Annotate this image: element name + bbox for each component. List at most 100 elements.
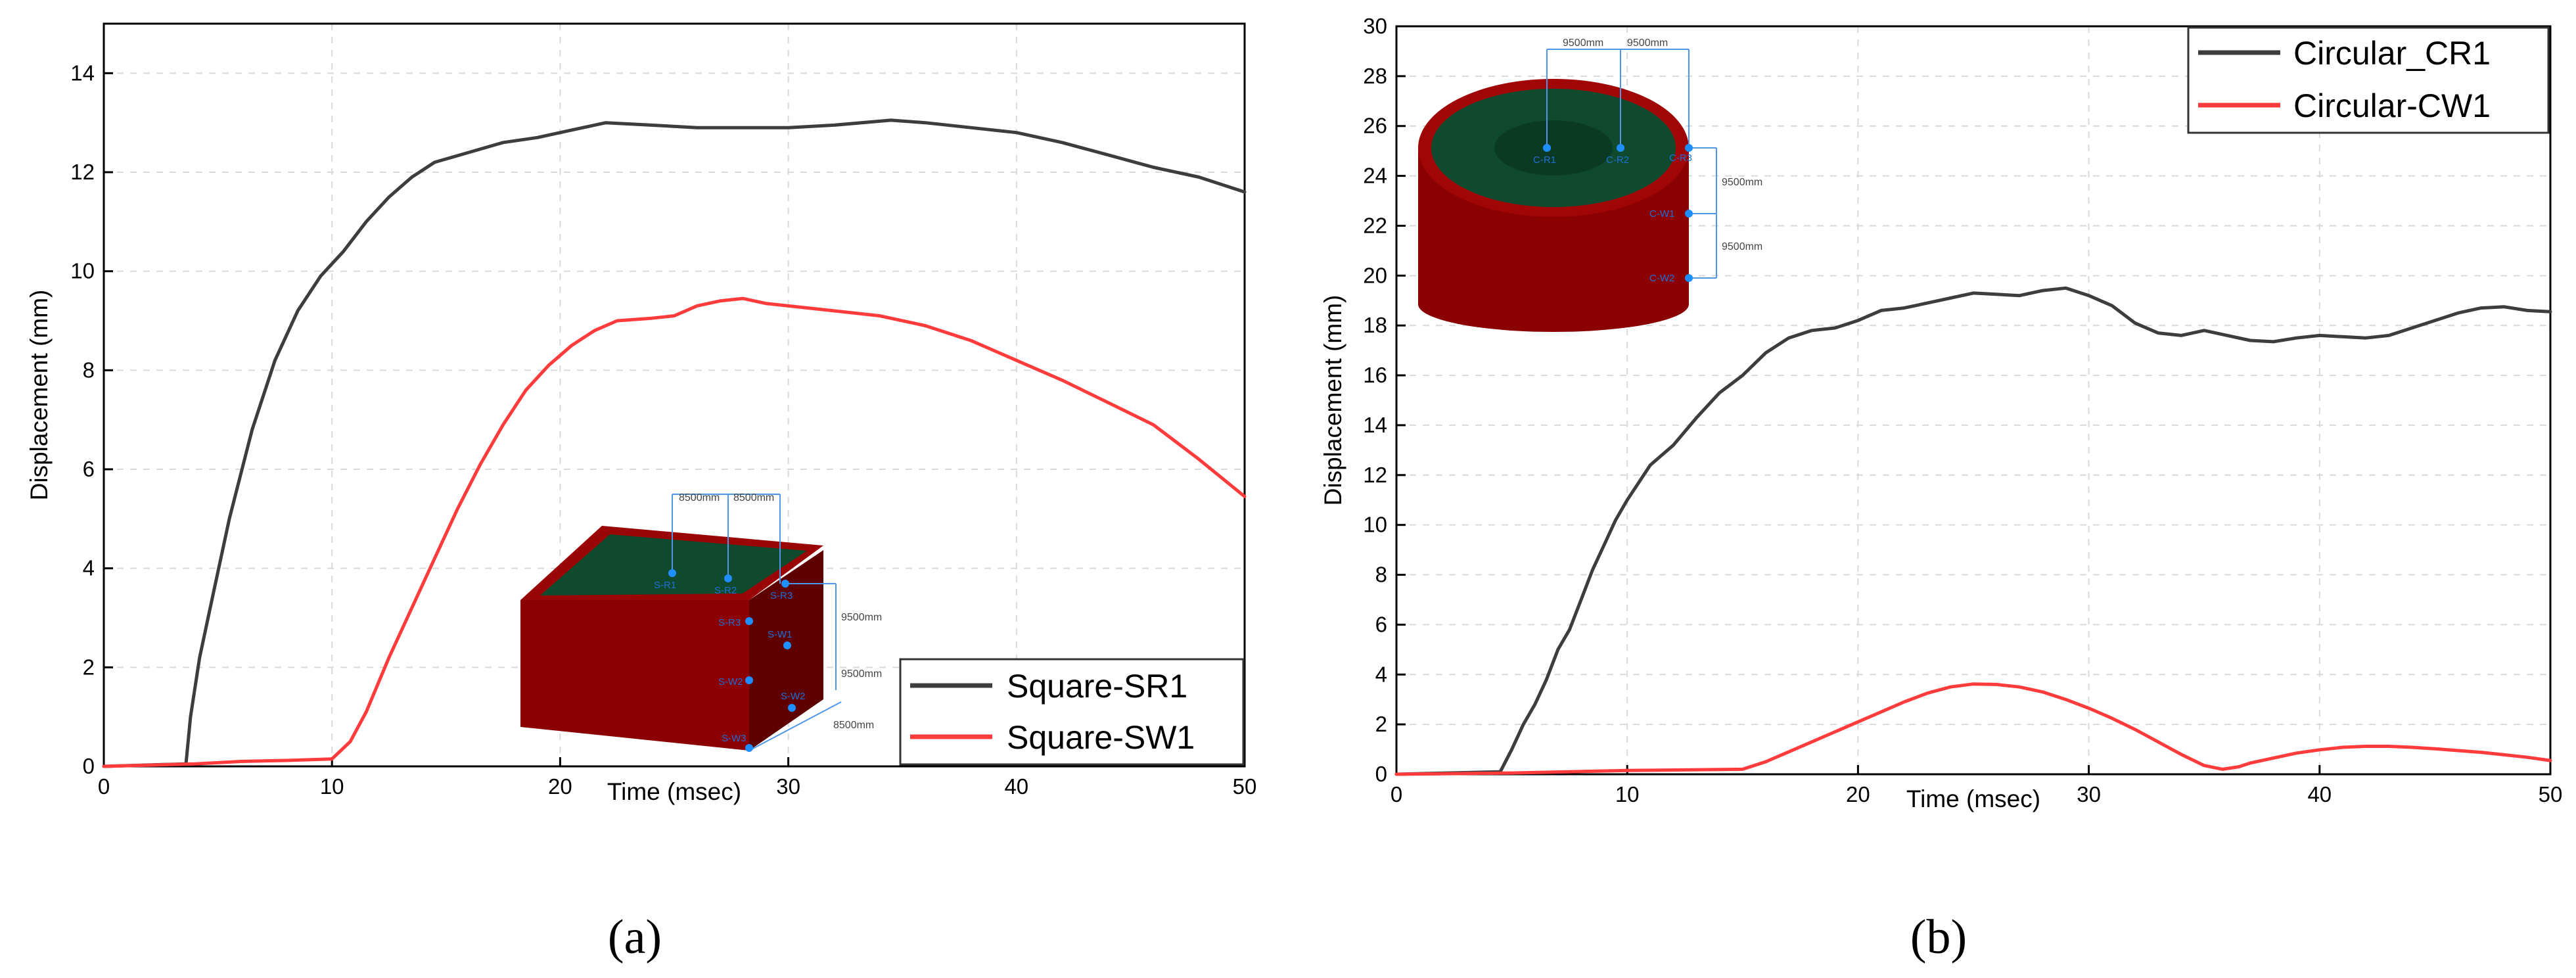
- y-tick-label: 4: [83, 556, 95, 580]
- y-tick-label: 6: [1375, 612, 1387, 636]
- x-tick-label: 50: [2539, 782, 2563, 806]
- inset-dimension-label: 9500mm: [841, 612, 882, 623]
- chart-a: 0 2 4 6 8 10 12 14 0 10 20 30 40 50 Time (msec) Displ…: [26, 22, 1257, 964]
- inset-point-label: S-R2: [714, 585, 737, 596]
- y-tick-label: 30: [1363, 14, 1387, 38]
- sensor-marker: [783, 641, 791, 649]
- y-tick-label: 26: [1363, 114, 1387, 138]
- sensor-marker: [745, 676, 753, 684]
- x-tick-label: 30: [776, 774, 800, 799]
- legend-label-square-sr1: Square-SR1: [1007, 668, 1187, 705]
- y-tick-label: 12: [1363, 463, 1387, 487]
- series-line-circular-cr1: [1394, 286, 2552, 776]
- sensor-marker: [1617, 144, 1624, 152]
- y-tick-label: 8: [83, 358, 95, 382]
- y-tick-label: 10: [70, 259, 95, 283]
- inset-point-label: S-R3: [718, 617, 741, 628]
- y-tick-label: 20: [1363, 263, 1387, 287]
- legend-b: Circular_CR1 Circular-CW1: [2187, 26, 2550, 134]
- panel-label-a: (a): [608, 910, 662, 964]
- square-model-inset: S-R1 S-R2 S-R3 S-R3 S-W1 S-W2 S-W2 S-W3 …: [520, 492, 882, 752]
- y-tick-label: 12: [70, 160, 95, 184]
- series-layer-a: [102, 118, 1247, 768]
- inset-point-label: C-R1: [1533, 154, 1556, 166]
- series-line-square-sw1: [102, 296, 1247, 768]
- inset-point-label: C-W2: [1649, 273, 1674, 284]
- y-tick-label: 16: [1363, 363, 1387, 387]
- y-tick-label: 14: [70, 60, 95, 85]
- y-tick-label: 10: [1363, 513, 1387, 537]
- inset-dimension-label: 9500mm: [1627, 37, 1668, 49]
- y-tick-label: 28: [1363, 64, 1387, 88]
- plot-area-a: [103, 22, 1246, 768]
- sensor-marker: [745, 744, 753, 752]
- model-cylinder-bottom: [1418, 277, 1689, 332]
- sensor-marker: [1685, 144, 1693, 152]
- y-tick-label: 4: [1375, 662, 1387, 686]
- x-tick-label: 0: [98, 774, 110, 799]
- grid-b: [1396, 26, 2550, 774]
- inset-point-label: C-W1: [1649, 208, 1674, 220]
- inset-point-label: C-R3: [1669, 152, 1692, 164]
- inset-point-label: S-W1: [768, 629, 793, 640]
- inset-dimension-label: 8500mm: [733, 492, 774, 503]
- legend-box-b: [2187, 26, 2550, 134]
- inset-point-label: S-W3: [722, 733, 747, 744]
- inset-dimension-label: 9500mm: [841, 668, 882, 680]
- inset-point-label: C-R2: [1606, 154, 1629, 166]
- panel-label-b: (b): [1910, 910, 1967, 964]
- y-tick-label: 22: [1363, 213, 1387, 237]
- x-tick-label: 50: [1233, 774, 1257, 799]
- sensor-marker: [668, 569, 676, 577]
- y-tick-label: 24: [1363, 164, 1387, 188]
- x-axis-title-a: Time (msec): [607, 778, 741, 805]
- series-line-circular-cw1: [1394, 682, 2552, 776]
- y-tick-label: 2: [83, 655, 95, 679]
- x-tick-label: 0: [1391, 782, 1402, 806]
- inset-point-label: S-W2: [781, 691, 806, 702]
- inset-point-label: S-R3: [770, 590, 793, 601]
- y-tick-label: 18: [1363, 313, 1387, 337]
- series-line-square-sr1: [102, 118, 1247, 768]
- model-top-face: [540, 534, 807, 595]
- y-tick-label: 6: [83, 457, 95, 481]
- sensor-marker: [1685, 274, 1693, 282]
- y-axis-title-a: Displacement (mm): [26, 290, 53, 501]
- x-tick-label: 40: [1004, 774, 1028, 799]
- inset-dimension-label: 9500mm: [1563, 37, 1603, 49]
- sensor-marker: [781, 580, 789, 588]
- model-front-face: [520, 600, 749, 751]
- sensor-marker: [788, 704, 796, 712]
- model-top-center: [1494, 120, 1613, 175]
- y-tick-label: 14: [1363, 413, 1387, 437]
- model-side-face: [749, 550, 823, 751]
- inset-point-label: S-R1: [654, 580, 676, 591]
- x-tick-label: 40: [2307, 782, 2332, 806]
- x-tick-label: 10: [320, 774, 344, 799]
- plot-area-b: [1395, 25, 2552, 776]
- inset-dimension-label: 9500mm: [1722, 241, 1762, 252]
- sensor-marker: [724, 574, 732, 582]
- legend-a: Square-SR1 Square-SW1: [899, 658, 1245, 766]
- y-tick-label: 0: [83, 754, 95, 778]
- circular-model-inset: C-R1 C-R2 C-R3 C-W1 C-W2 9500mm 9500mm 9…: [1418, 37, 1762, 332]
- inset-dimension-label: 8500mm: [679, 492, 720, 503]
- legend-box-a: [899, 658, 1245, 766]
- x-tick-label: 20: [1846, 782, 1870, 806]
- x-tick-label: 30: [2077, 782, 2101, 806]
- y-tick-label: 8: [1375, 563, 1387, 587]
- y-tick-label: 2: [1375, 712, 1387, 736]
- inset-dimension-label: 9500mm: [1722, 177, 1762, 188]
- y-axis-title-b: Displacement (mm): [1320, 295, 1346, 506]
- inset-dim-line: [748, 701, 842, 751]
- legend-label-circular-cr1: Circular_CR1: [2293, 35, 2491, 72]
- y-tick-label: 0: [1375, 762, 1387, 786]
- sensor-marker: [1685, 210, 1693, 218]
- inset-point-label: S-W2: [718, 676, 743, 687]
- inset-dimension-label: 8500mm: [833, 720, 874, 731]
- x-tick-label: 20: [548, 774, 572, 799]
- series-layer-b: [1394, 286, 2552, 776]
- x-axis-title-b: Time (msec): [1906, 785, 2040, 812]
